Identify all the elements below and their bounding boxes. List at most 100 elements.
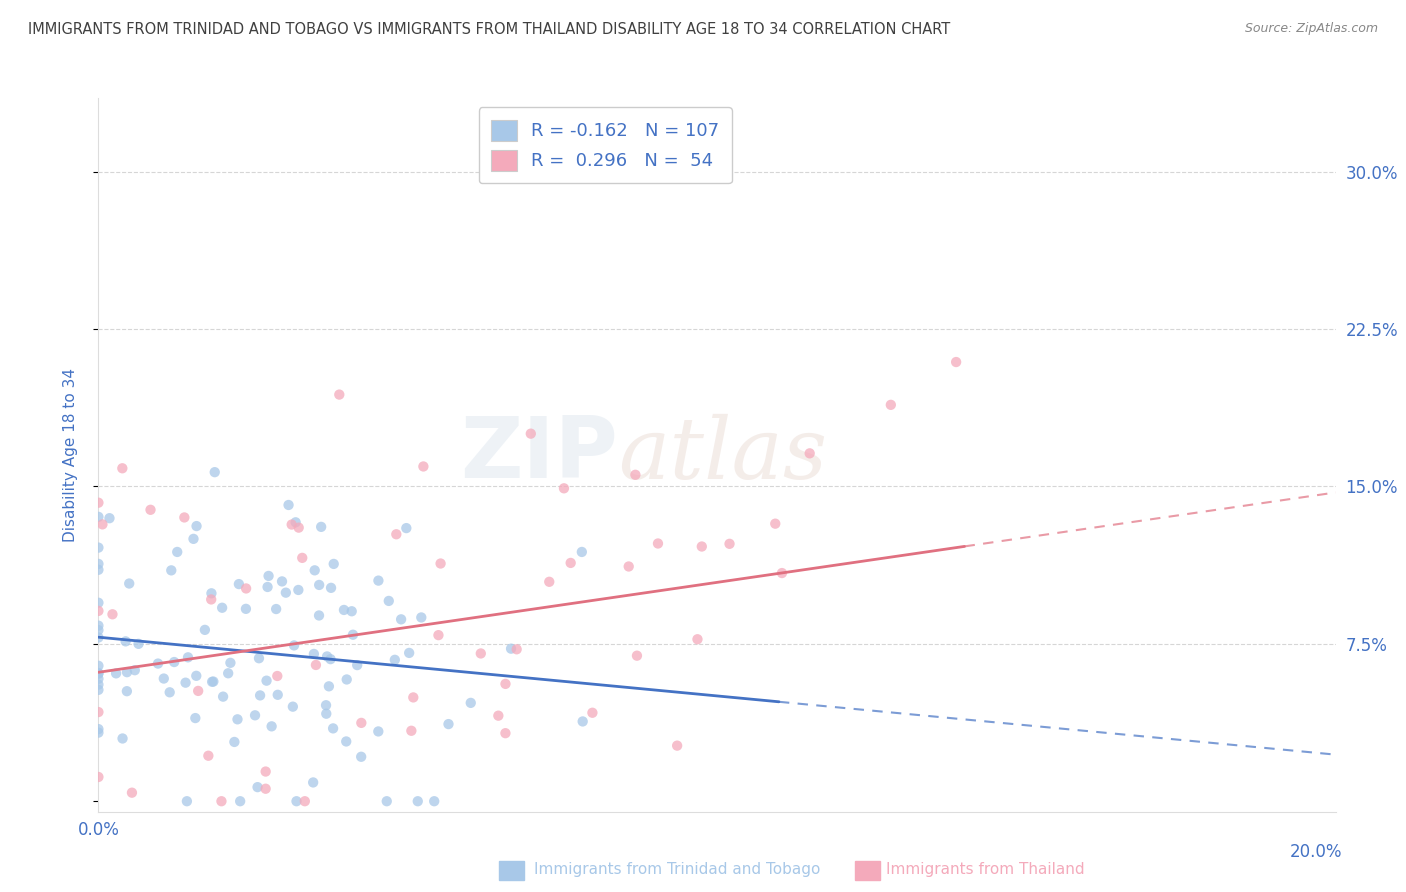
Point [98,511,121,525]
Point [115,684,138,698]
Point [260,719,283,733]
Point [200,592,222,607]
Point [309,520,332,534]
Point [520,426,543,441]
Point [718,537,741,551]
Point [274,585,297,599]
Point [105,666,128,681]
Point [243,708,266,723]
Point [294,794,316,808]
Point [340,604,363,618]
Point [285,794,308,808]
Point [257,569,280,583]
Point [666,739,689,753]
Point [87,509,110,524]
Point [624,467,647,482]
Point [384,653,406,667]
Point [367,574,389,588]
Point [87,557,110,571]
Point [346,658,368,673]
Point [333,603,356,617]
Point [114,634,136,648]
Point [91,517,114,532]
Point [402,690,425,705]
Point [398,646,420,660]
Point [194,623,217,637]
Point [173,510,195,524]
Point [87,631,110,645]
Point [411,610,433,624]
Point [197,748,219,763]
Point [770,566,793,580]
Point [460,696,482,710]
Point [378,594,401,608]
Point [271,574,294,589]
Point [406,794,429,808]
Point [152,672,174,686]
Point [226,712,249,726]
Point [186,669,208,683]
Point [186,519,208,533]
Point [111,731,134,746]
Point [87,604,110,618]
Point [305,657,328,672]
Text: IMMIGRANTS FROM TRINIDAD AND TOBAGO VS IMMIGRANTS FROM THAILAND DISABILITY AGE 1: IMMIGRANTS FROM TRINIDAD AND TOBAGO VS I… [28,22,950,37]
Point [254,781,277,796]
Point [204,465,226,479]
Point [281,699,304,714]
Point [146,657,169,671]
Point [401,723,423,738]
Point [160,563,183,577]
Point [228,577,250,591]
Point [560,556,582,570]
Point [124,663,146,677]
Point [246,780,269,794]
Point [412,459,434,474]
Point [235,602,257,616]
Point [315,706,337,721]
Point [350,749,373,764]
Point [571,714,593,729]
Point [302,647,325,661]
Point [647,536,669,550]
Point [247,651,270,665]
Point [799,446,821,460]
Point [571,545,593,559]
Point [367,724,389,739]
Point [87,666,110,681]
Point [505,642,527,657]
Point [318,679,340,693]
Point [284,516,307,530]
Point [111,461,134,475]
Point [87,682,110,697]
Point [308,608,330,623]
Point [101,607,124,622]
Point [211,600,233,615]
Point [128,637,150,651]
Point [267,688,290,702]
Point [494,726,516,740]
Point [617,559,640,574]
Point [763,516,786,531]
Point [429,557,451,571]
Point [115,665,138,680]
Point [264,602,287,616]
Point [266,669,288,683]
Point [224,735,246,749]
Point [121,786,143,800]
Point [335,734,357,748]
Point [87,672,110,686]
Legend: R = -0.162   N = 107, R =  0.296   N =  54: R = -0.162 N = 107, R = 0.296 N = 54 [478,107,731,183]
Point [319,581,342,595]
Point [87,623,110,637]
Point [626,648,648,663]
Point [336,673,359,687]
Point [211,794,233,808]
Point [139,503,162,517]
Text: atlas: atlas [619,414,827,496]
Point [315,698,337,713]
Point [163,655,186,669]
Point [217,666,239,681]
Point [423,794,446,808]
Point [187,684,209,698]
